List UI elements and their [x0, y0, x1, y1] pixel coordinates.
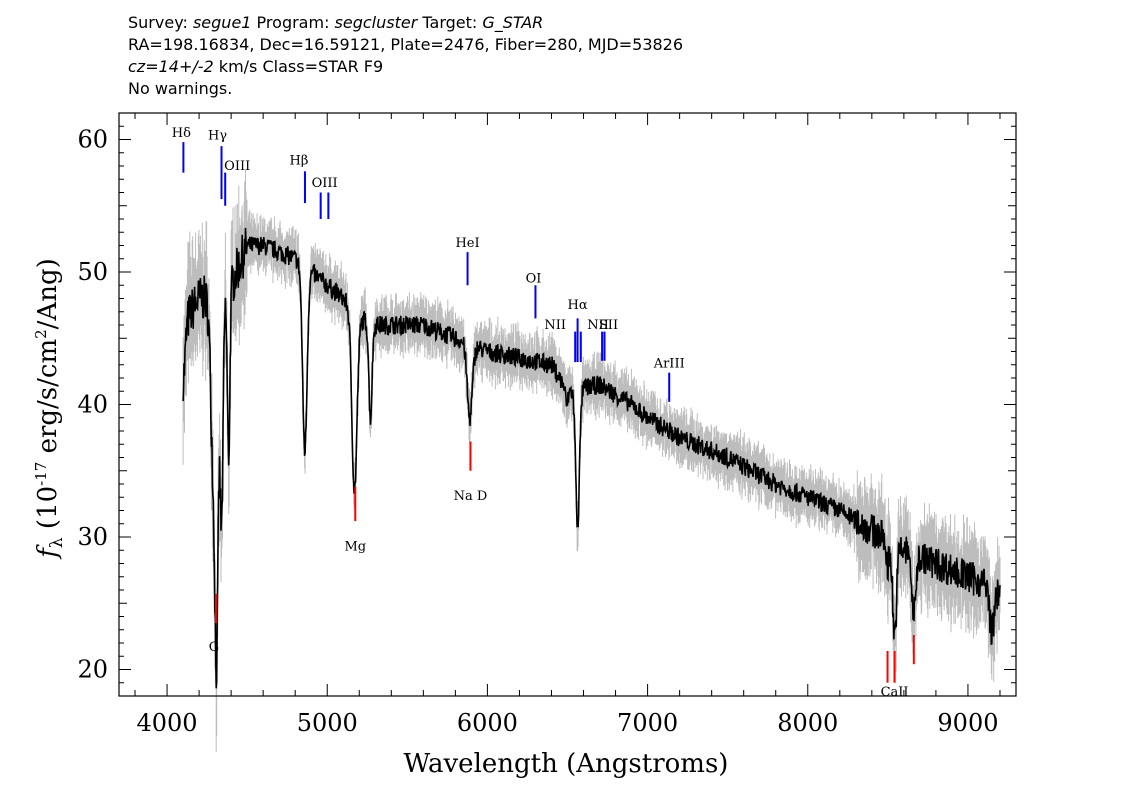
x-tick-label: 5000 — [297, 709, 358, 737]
spectrum-header: Survey: segue1 Program: segcluster Targe… — [128, 12, 683, 100]
y-tick-label: 60 — [77, 126, 108, 154]
emission-line-label: Hα — [568, 298, 588, 313]
emission-line-label: SII — [599, 318, 618, 333]
emission-line-label: OI — [526, 272, 542, 287]
target-name: G_STAR — [482, 13, 544, 32]
y-tick-label: 30 — [77, 523, 108, 551]
emission-line-label: ArIII — [653, 356, 685, 371]
y-tick-label: 20 — [77, 656, 108, 684]
absorption-line-label: Na D — [454, 489, 488, 504]
y-tick-label: 40 — [77, 391, 108, 419]
emission-line-label: Hγ — [208, 129, 227, 144]
emission-line-label: NII — [544, 318, 566, 333]
flux-series — [182, 227, 1001, 689]
y-axis: 20 30 40 50 60 — [77, 112, 1016, 684]
emission-line-label: OIII — [224, 159, 250, 174]
y-tick-label: 50 — [77, 258, 108, 286]
survey-name: segue1 — [192, 13, 252, 32]
redshift-value: cz=14+/-2 — [128, 57, 214, 76]
emission-line-label: Hβ — [290, 154, 309, 169]
error-band — [182, 169, 1001, 752]
emission-line-label: Hδ — [172, 126, 191, 141]
coordinates-line: RA=198.16834, Dec=16.59121, Plate=2476, … — [128, 35, 684, 54]
absorption-line-label: G — [209, 640, 219, 655]
absorption-line-label: Mg — [344, 539, 366, 554]
x-tick-label: 6000 — [457, 709, 518, 737]
x-axis-label: Wavelength (Angstroms) — [404, 749, 729, 779]
x-axis: 4000 5000 6000 7000 8000 9000 — [134, 113, 1001, 737]
program-name: segcluster — [334, 13, 418, 32]
x-tick-label: 9000 — [937, 709, 998, 737]
emission-line-label: HeI — [455, 236, 479, 251]
survey-line: Survey: segue1 Program: segcluster Targe… — [128, 13, 544, 32]
emission-line-label: OIII — [312, 176, 338, 191]
x-tick-label: 8000 — [777, 709, 838, 737]
y-axis-label: fλ (10-17 erg/s/cm2/Ang) — [32, 258, 67, 560]
flux-line — [182, 227, 1001, 689]
emission-line-label: NII — [587, 318, 609, 333]
warnings-line: No warnings. — [128, 79, 233, 98]
x-tick-label: 4000 — [137, 709, 198, 737]
redshift-class-line: cz=14+/-2 km/s Class=STAR F9 — [128, 57, 384, 76]
error-spectrum — [182, 169, 1001, 752]
x-tick-label: 7000 — [617, 709, 678, 737]
